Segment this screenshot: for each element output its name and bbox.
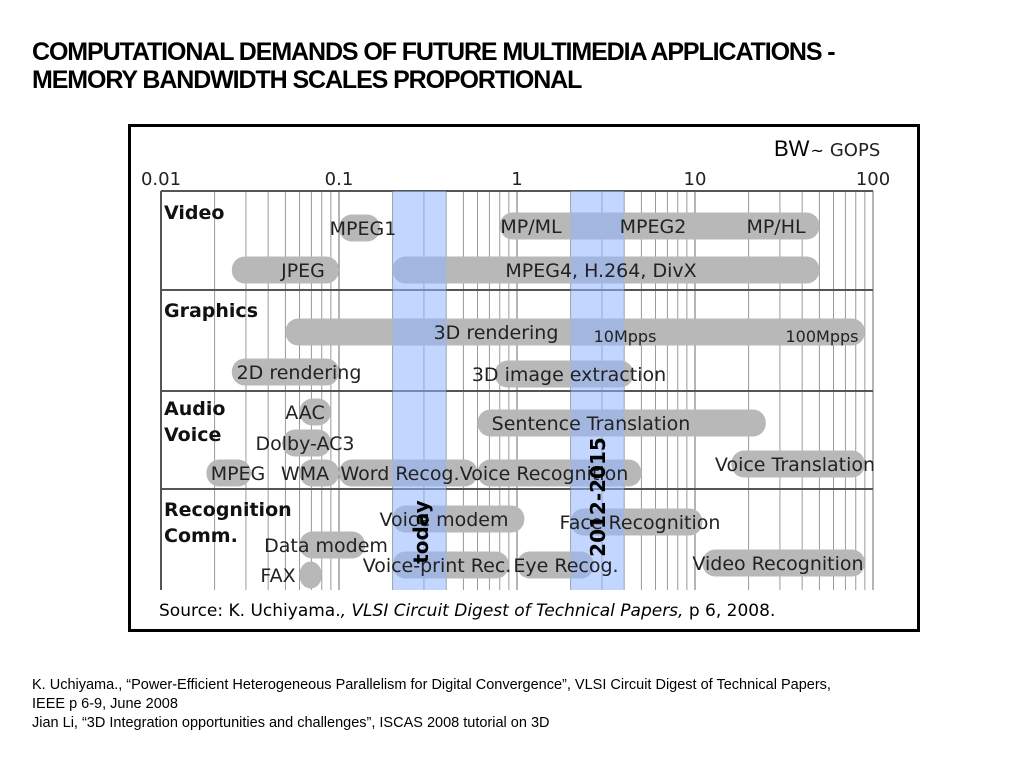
highlight-label-today: today <box>409 500 433 564</box>
bar-label-3d-rendering: 3D rendering <box>434 322 559 344</box>
x-tick-label: 0.01 <box>141 169 181 190</box>
bar-label-voice-modem: Voice modem <box>380 509 509 531</box>
bar-voice-translation <box>731 450 865 478</box>
reference-line-1: K. Uchiyama., “Power-Efficient Heterogen… <box>32 677 831 693</box>
bar-label-mp-ml: MP/ML <box>500 216 562 238</box>
category-label-audio: Audio <box>164 398 225 420</box>
references: K. Uchiyama., “Power-Efficient Heterogen… <box>32 676 992 733</box>
bar-label-100mpps: 100Mpps <box>786 327 859 346</box>
category-label-comm: Comm. <box>164 525 238 547</box>
bar-dolby-ac3 <box>282 429 331 457</box>
x-tick-label: 10 <box>684 169 707 190</box>
reference-line-3: Jian Li, “3D Integration opportunities a… <box>32 715 550 731</box>
category-label-voice: Voice <box>164 424 221 446</box>
bar-label-word-recog: Word Recog. <box>340 463 459 485</box>
bar-label-voice-translation: Voice Translation <box>715 454 875 476</box>
bar-label-mpeg1: MPEG1 <box>330 218 397 240</box>
highlight-today <box>392 191 447 590</box>
bar-label-jpeg: JPEG <box>280 260 325 282</box>
unit-label: BW~ GOPS <box>774 136 880 161</box>
category-label-recognition: Recognition <box>164 499 292 521</box>
bar-label-aac: AAC <box>285 402 324 424</box>
bar-label-face-recognition: Face Recognition <box>560 512 721 534</box>
bar-aac <box>299 398 331 426</box>
slide-title: COMPUTATIONAL DEMANDS OF FUTURE MULTIMED… <box>32 38 992 94</box>
category-label-graphics: Graphics <box>164 300 258 322</box>
bar-label-wma: WMA <box>281 463 329 485</box>
bar-data-modem <box>299 531 366 559</box>
bar-label-dolby-ac3: Dolby-AC3 <box>256 433 355 455</box>
bar-jpeg <box>231 256 339 284</box>
bar-2d-rendering <box>231 358 339 386</box>
bar-label-eye-recog: Eye Recog. <box>513 555 618 577</box>
slide-title-line-1: COMPUTATIONAL DEMANDS OF FUTURE MULTIMED… <box>32 38 836 66</box>
bar-fax <box>299 561 322 589</box>
bandwidth-chart-figure: 0.01 0.1 1 10 100 BW~ GOPS Video Graphics Audio Vo… <box>128 124 920 632</box>
bar-label-mp-hl: MP/HL <box>746 216 806 238</box>
bar-label-fax: FAX <box>260 565 295 587</box>
category-label-video: Video <box>164 202 224 224</box>
x-tick-label: 1 <box>511 169 522 190</box>
x-tick-label: 0.1 <box>325 169 354 190</box>
bar-label-mpeg2: MPEG2 <box>620 216 687 238</box>
x-tick-label: 100 <box>856 169 890 190</box>
bar-label-voice-recognition: Voice Recognition <box>460 463 629 485</box>
bar-label-mpeg4-h-264-divx: MPEG4, H.264, DivX <box>505 260 696 282</box>
bar-mpeg <box>206 459 251 487</box>
bar-label-2d-rendering: 2D rendering <box>237 362 362 384</box>
source-caption: Source: K. Uchiyama., VLSI Circuit Diges… <box>159 601 775 621</box>
bar-label-mpeg: MPEG <box>211 463 266 485</box>
bandwidth-chart: 0.01 0.1 1 10 100 BW~ GOPS Video Graphics Audio Vo… <box>141 136 890 621</box>
bar-label-sentence-translation: Sentence Translation <box>492 413 691 435</box>
slide-title-line-2: MEMORY BANDWIDTH SCALES PROPORTIONAL <box>32 66 582 94</box>
bar-mpeg1 <box>339 214 381 242</box>
highlight-2012-2015 <box>570 191 625 590</box>
bar-video-recognition <box>702 549 865 577</box>
bar-label-3d-image-extraction: 3D image extraction <box>472 364 666 386</box>
highlight-label-2012-2015: 2012-2015 <box>586 437 610 557</box>
bar-label-video-recognition: Video Recognition <box>692 553 863 575</box>
bar-label-10mpps: 10Mpps <box>594 327 657 346</box>
reference-line-2: IEEE p 6-9, June 2008 <box>32 696 178 712</box>
bar-label-voice-print-rec: Voice-print Rec. <box>363 555 512 577</box>
bar-label-data-modem: Data modem <box>264 535 388 557</box>
bar-wma <box>299 459 339 487</box>
